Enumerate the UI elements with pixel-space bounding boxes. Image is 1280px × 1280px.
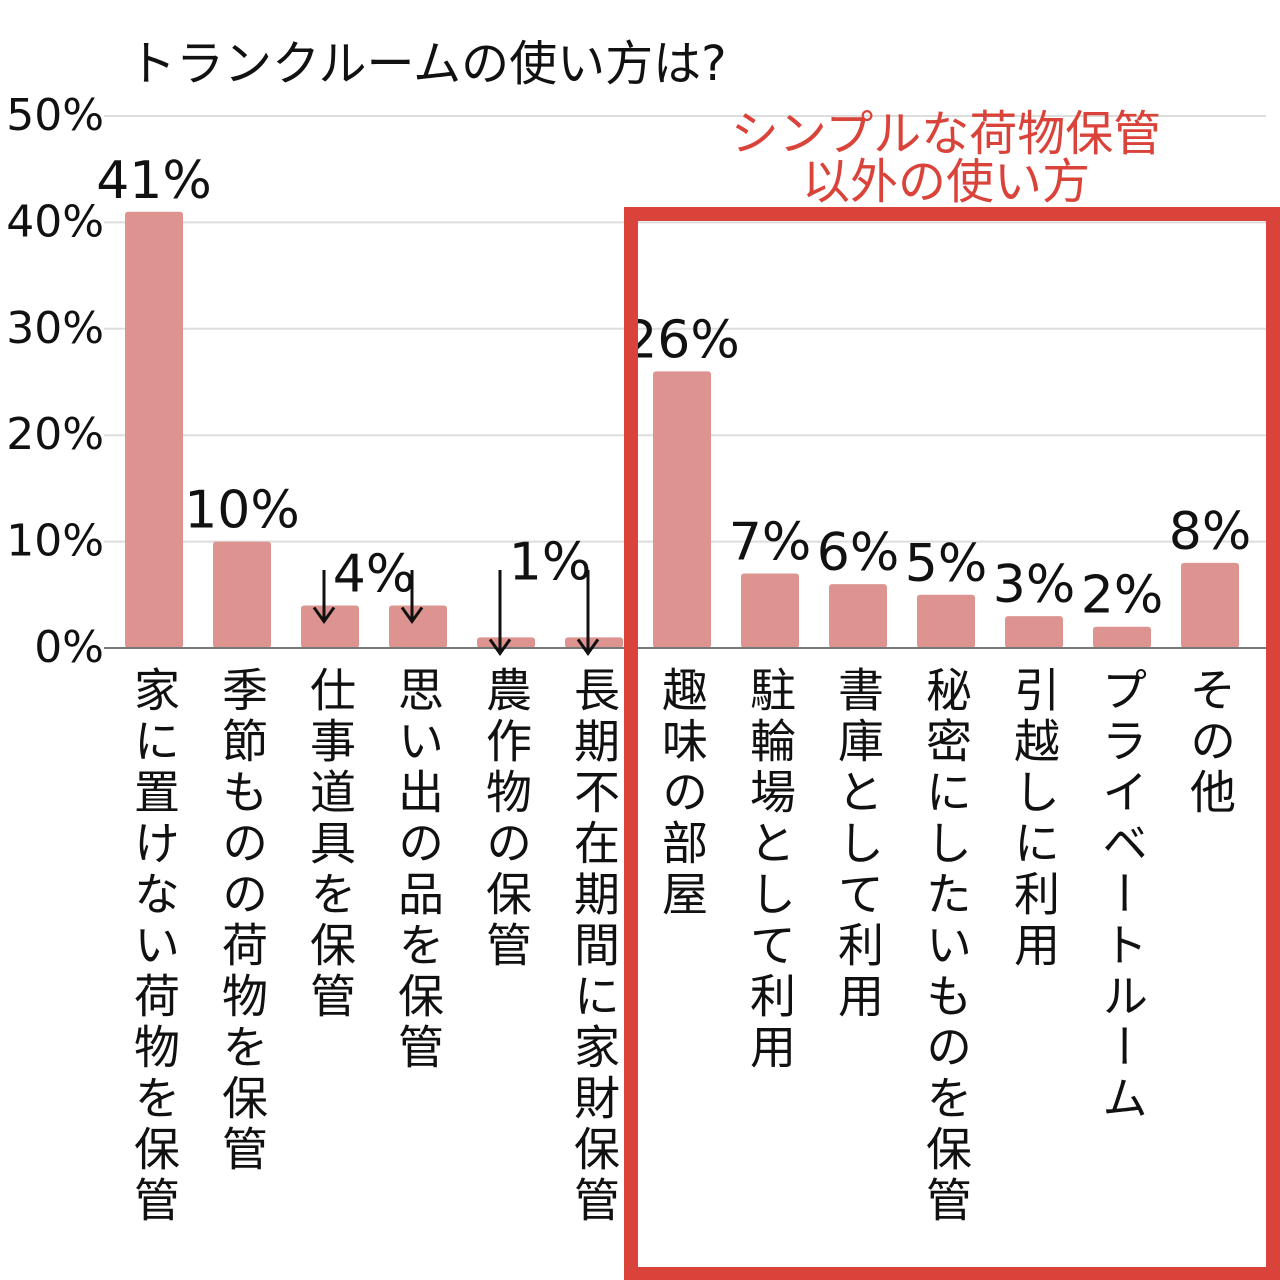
arrow	[400, 570, 424, 625]
data-label: 6%	[817, 523, 900, 583]
category-label: 長期不在期間に家財保管	[567, 666, 621, 1227]
category-labels: 家に置けない荷物を保管 季節ものの荷物を保管 仕事道具を保管 思い出の品を保管 農作物の…	[127, 666, 1237, 1227]
highlight-text-line2: 以外の使い方	[802, 154, 1090, 210]
arrows	[312, 570, 600, 656]
arrow	[312, 570, 336, 625]
y-tick-label: 50%	[6, 90, 104, 141]
bar	[1093, 626, 1151, 648]
category-label: 秘密にしたいものを保管	[919, 666, 973, 1227]
data-label: 5%	[905, 534, 988, 594]
highlight-text-line1: シンプルな荷物保管	[731, 106, 1162, 162]
data-label: 4%	[333, 544, 416, 604]
data-label: 26%	[624, 310, 740, 370]
category-label: 農作物の保管	[479, 666, 533, 972]
bar	[653, 371, 711, 648]
data-label: 8%	[1169, 502, 1252, 562]
bar	[389, 605, 447, 648]
data-label: 10%	[184, 481, 300, 541]
bars	[125, 211, 1239, 648]
y-tick-label: 20%	[6, 409, 104, 460]
y-tick-label: 40%	[6, 196, 104, 247]
bar	[917, 594, 975, 648]
category-label: 趣味の部屋	[655, 666, 709, 921]
data-label: 2%	[1081, 566, 1164, 626]
category-label: 書庫として利用	[831, 666, 885, 1023]
category-label: その他	[1183, 666, 1237, 819]
chart-title: トランクルームの使い方は?	[128, 36, 727, 92]
y-axis-tick-labels: 0% 10% 20% 30% 40% 50%	[6, 90, 104, 673]
data-label: 1%	[509, 532, 592, 592]
category-label: 家に置けない荷物を保管	[127, 666, 181, 1227]
bar	[741, 573, 799, 648]
arrow	[576, 570, 600, 656]
data-label: 41%	[96, 151, 212, 211]
bar	[1005, 616, 1063, 648]
data-label: 3%	[993, 555, 1076, 615]
category-label: 季節ものの荷物を保管	[215, 666, 269, 1176]
bar	[301, 605, 359, 648]
bar	[213, 541, 271, 648]
bar	[829, 584, 887, 648]
y-tick-label: 0%	[34, 622, 104, 673]
category-label: 引越しに利用	[1007, 666, 1061, 972]
data-label: 7%	[729, 513, 812, 573]
y-tick-label: 30%	[6, 303, 104, 354]
bar	[1181, 562, 1239, 648]
category-label: プライベートルーム	[1095, 666, 1149, 1125]
category-label: 思い出の品を保管	[391, 666, 445, 1074]
data-labels: 41% 10% 4% 1% 26% 7% 6% 5% 3% 2%8%	[96, 151, 1251, 626]
highlight-box	[624, 207, 1280, 1280]
category-label: 駐輪場として利用	[743, 666, 797, 1074]
y-tick-label: 10%	[6, 516, 104, 567]
arrow	[488, 570, 512, 656]
gridlines	[104, 115, 1266, 543]
bar	[125, 211, 183, 648]
category-label: 仕事道具を保管	[303, 666, 357, 1023]
